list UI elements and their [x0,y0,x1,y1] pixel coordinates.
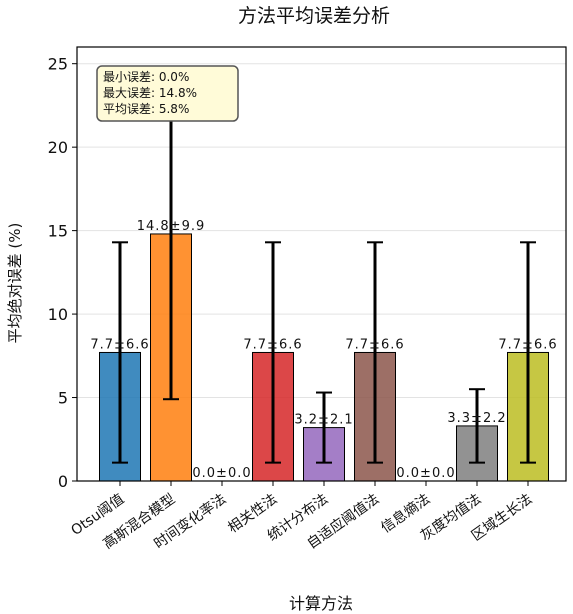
stats-line-max: 最大误差: 14.8% [103,86,197,100]
y-tick-label: 25 [48,55,68,74]
y-axis-label: 平均绝对误差 (%) [6,223,24,344]
y-axis: 0 5 10 15 20 25 [48,55,77,491]
value-label: 0.0±0.0 [396,466,455,481]
stats-line-avg: 平均误差: 5.8% [103,102,189,116]
x-axis: Otsu阈值高斯混合模型时间变化率法相关性法统计分布法自适应阈值法信息熵法灰度均… [68,481,535,552]
chart-title: 方法平均误差分析 [238,5,390,27]
y-tick-label: 10 [48,305,68,324]
y-tick-label: 0 [58,472,68,491]
stats-line-min: 最小误差: 0.0% [103,70,189,84]
value-label: 3.2±2.1 [294,413,353,428]
error-bars-group [112,67,536,464]
stats-box: 最小误差: 0.0% 最大误差: 14.8% 平均误差: 5.8% [96,65,239,122]
value-labels-group: 7.7±6.6 14.8±9.9 0.0±0.0 7.7±6.6 3.2±2.1 7.7±… [90,219,557,481]
x-axis-label: 计算方法 [289,594,353,613]
y-tick-label: 20 [48,138,68,157]
value-label: 3.3±2.2 [447,411,506,426]
value-label: 7.7±6.6 [498,337,557,352]
value-label: 7.7±6.6 [90,337,149,352]
value-label: 7.7±6.6 [345,337,404,352]
value-label: 7.7±6.6 [243,337,302,352]
bars-group [99,233,549,482]
value-label: 0.0±0.0 [192,466,251,481]
y-tick-label: 15 [48,222,68,241]
value-label: 14.8±9.9 [137,219,206,234]
y-tick-label: 5 [58,389,68,408]
plot-frame [76,46,567,482]
